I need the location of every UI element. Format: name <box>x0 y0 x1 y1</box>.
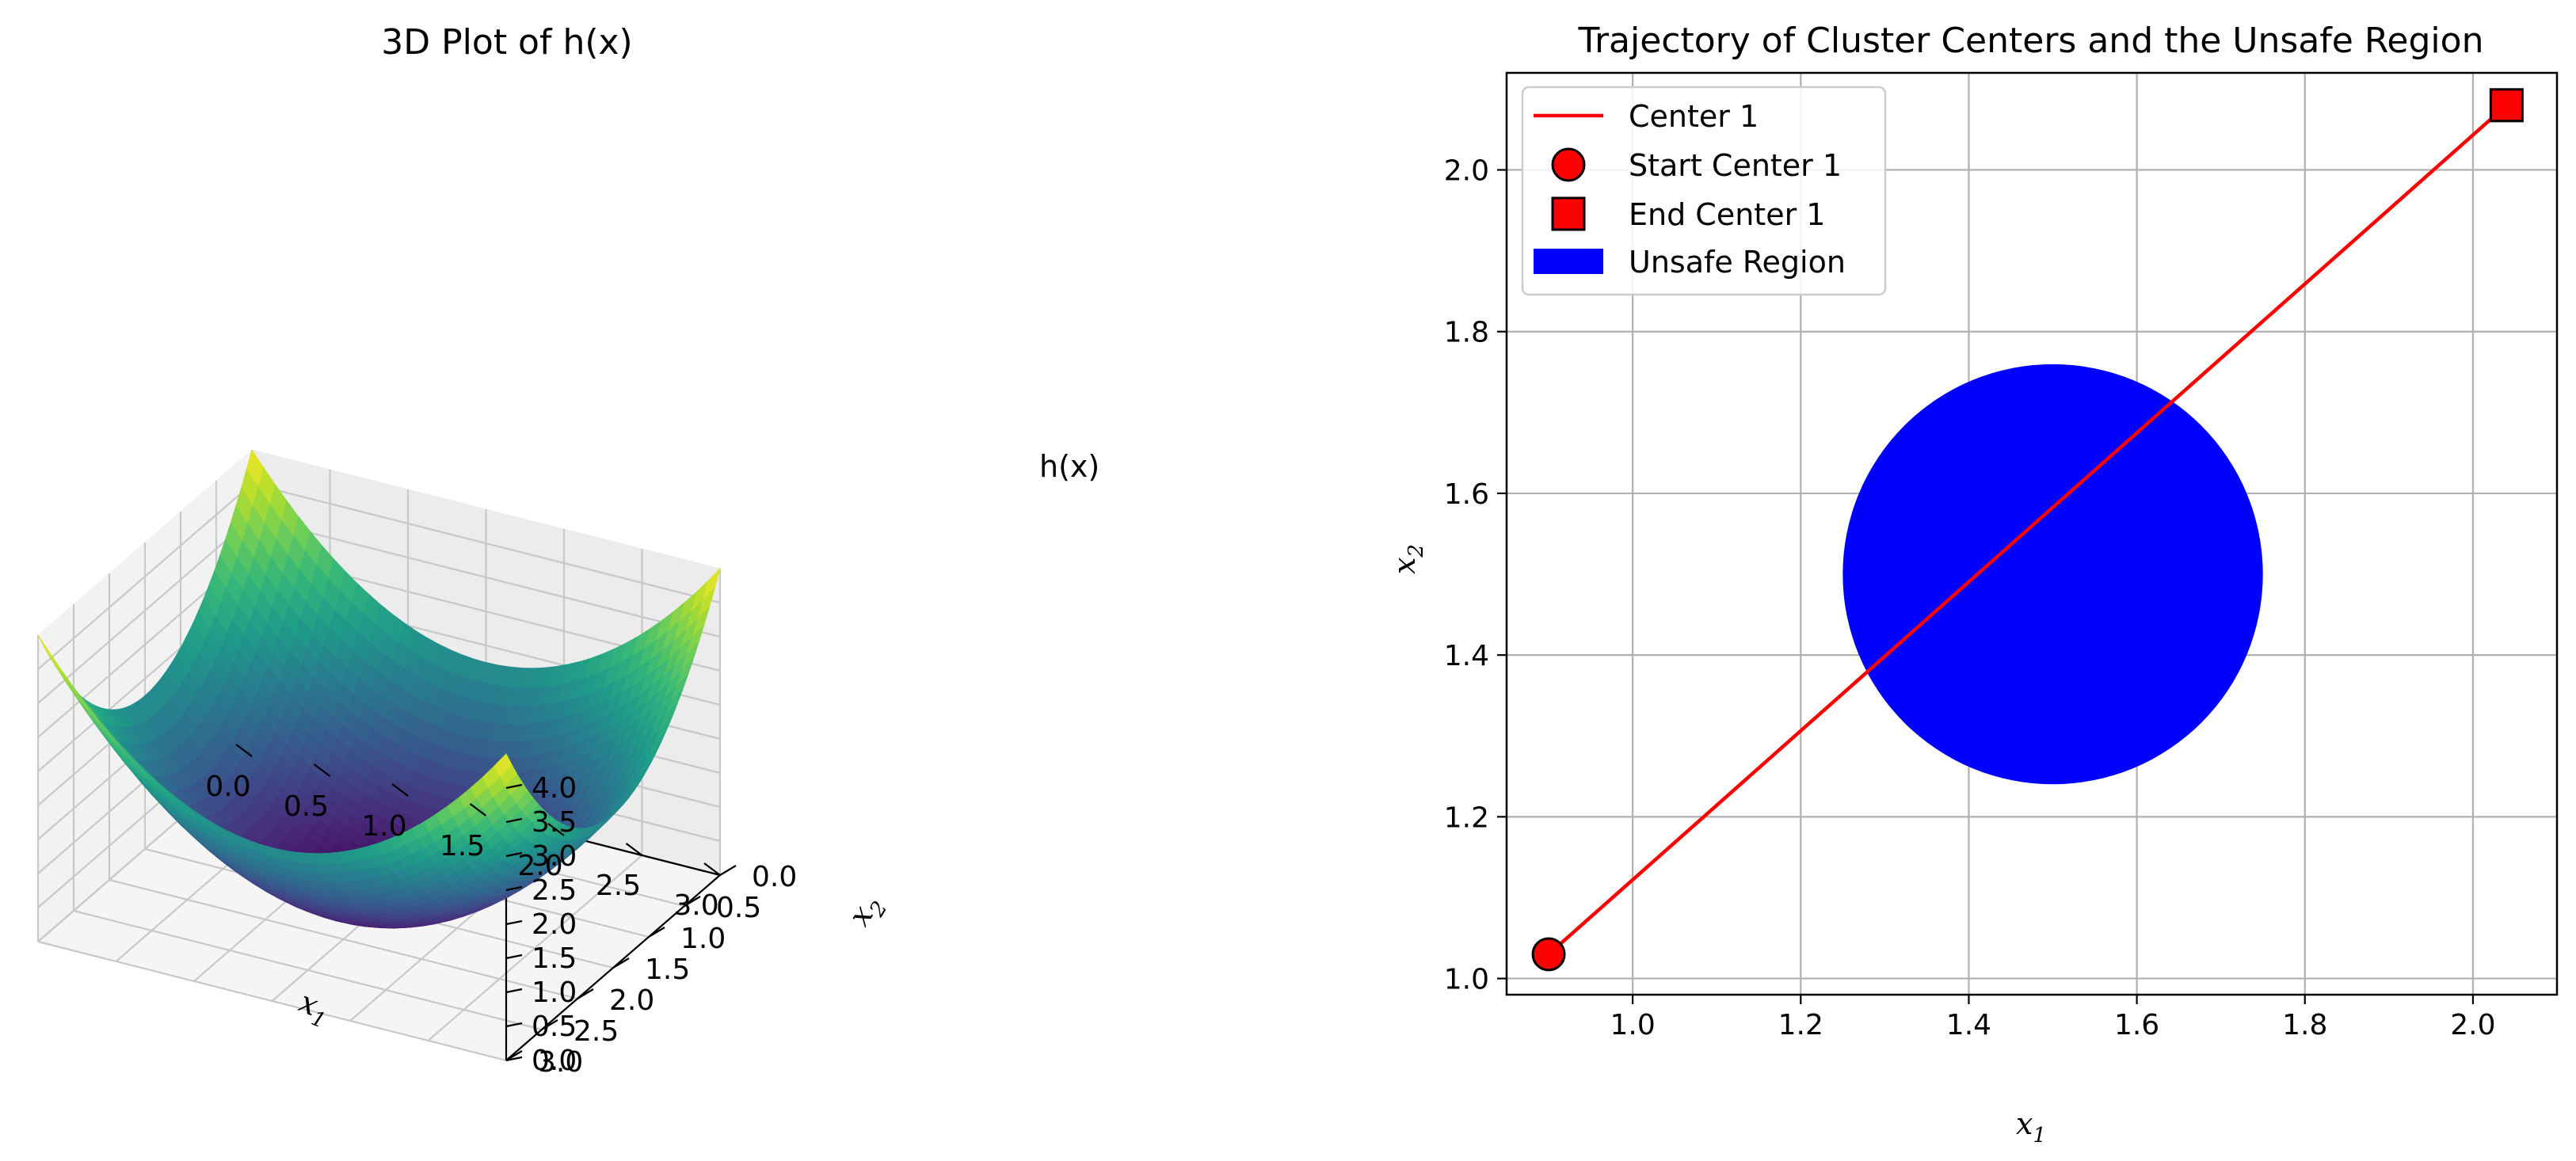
x2-tick-mark <box>648 927 665 938</box>
grid-floor-y <box>73 909 543 1031</box>
x2-tick-label: 2.5 <box>574 1015 619 1048</box>
x2-tick-label: 1.4 <box>1444 640 1489 672</box>
x1-tick-mark <box>625 843 643 856</box>
plot-frame <box>1505 71 2559 996</box>
grid-floor-y <box>109 878 578 1000</box>
legend-circle-swatch <box>1551 147 1586 182</box>
legend-box <box>1521 86 1887 296</box>
x2-tick-label: 0.0 <box>752 861 797 893</box>
surface-facet <box>493 753 513 777</box>
grid-wall-z2 <box>37 517 253 704</box>
x2-tick-mark <box>719 865 737 876</box>
x1-tick-mark <box>469 803 487 817</box>
z-tick-mark <box>505 783 523 790</box>
legend-entry-center-1: Center 1 <box>1629 99 1759 134</box>
x2-tick-label: 1.0 <box>680 923 726 955</box>
x2-tick-label: 1.8 <box>1444 317 1489 349</box>
x2-tick-label: 2.0 <box>1444 155 1489 188</box>
x2-tick-label: 1.6 <box>1444 478 1489 511</box>
legend-entry-end-center-1: End Center 1 <box>1629 197 1825 232</box>
x2-tick-label: 1.2 <box>1444 801 1489 834</box>
x2-tick-mark <box>505 1050 523 1061</box>
end-center-1-marker <box>2489 88 2524 123</box>
x1-tick-label: 1.2 <box>1778 1009 1823 1041</box>
z-tick-mark <box>505 954 523 960</box>
x1-tick-mark <box>547 823 565 836</box>
x1-tick-label: 2.5 <box>596 870 641 902</box>
grid-floor-y <box>37 940 507 1062</box>
x1-tick-label: 0.5 <box>284 790 329 823</box>
x1-tick-label: 1.6 <box>2114 1009 2159 1041</box>
z-tick-label: 1.5 <box>532 942 577 975</box>
legend-entry-unsafe-region: Unsafe Region <box>1629 245 1846 280</box>
x2-tick-label: 1.5 <box>645 954 690 986</box>
tick-labels-2d: 1.0 1.2 1.4 1.6 1.8 2.0 1.0 1.2 1.4 1.6 1.8 2.0 <box>1444 155 2496 1041</box>
unsafe-region-circle <box>1842 364 2263 785</box>
legend: Center 1 Start Center 1 End Center 1 Uns… <box>1521 86 1887 296</box>
z-tick-mark <box>505 885 523 892</box>
z-tick-mark <box>505 988 523 994</box>
x1-tick-label: 1.5 <box>440 830 485 862</box>
x1-tick-mark <box>313 763 331 777</box>
x1-tick-mark <box>703 862 721 876</box>
x2-tick-label: 2.0 <box>609 984 654 1017</box>
x2-tick-label: 1.0 <box>1444 964 1489 996</box>
x2-tick-mark <box>577 988 594 999</box>
x2-tick-mark <box>684 896 701 907</box>
x2-tick-mark <box>612 957 630 969</box>
x2-axis-label-3d: x2 <box>841 888 892 935</box>
z-tick-label: 0.5 <box>532 1011 577 1043</box>
z-tick-label: 4.0 <box>532 772 577 805</box>
surface-plot-title: 3D Plot of h(x) <box>381 22 632 63</box>
trajectory-plot-title: Trajectory of Cluster Centers and the Un… <box>1578 21 2484 61</box>
z-axis-label-3d: h(x) <box>1039 449 1099 484</box>
x1-axis-label-2d: x1 <box>2016 1106 2046 1148</box>
x1-tick-label: 0.0 <box>205 771 250 803</box>
x2-tick-label: 3.0 <box>538 1046 583 1079</box>
grid-wall-z <box>251 516 721 638</box>
z-tick-label: 2.0 <box>532 908 577 941</box>
x1-tick-label: 1.4 <box>1946 1009 1991 1041</box>
z-tick-mark <box>505 919 523 926</box>
z-tick-mark <box>505 851 523 858</box>
z-tick-label: 3.5 <box>532 806 577 839</box>
x1-tick-mark <box>391 783 409 797</box>
x1-tick-label: 1.8 <box>2282 1009 2327 1041</box>
legend-square-swatch <box>1551 196 1586 231</box>
z-tick-label: 1.0 <box>532 976 577 1009</box>
z-tick-mark <box>505 1022 523 1028</box>
legend-patch-swatch <box>1534 249 1603 274</box>
legend-entry-start-center-1: Start Center 1 <box>1629 148 1842 183</box>
x2-tick-label: 0.5 <box>716 892 761 924</box>
grid-wall-z <box>251 482 721 604</box>
x2-tick-mark <box>541 1019 558 1030</box>
z-tick-mark <box>505 1056 523 1062</box>
x1-tick-label: 1.0 <box>1610 1009 1655 1041</box>
x1-tick-label: 1.0 <box>361 810 406 843</box>
tick-labels-3d: 0.00.51.01.52.02.53.00.00.51.01.52.02.53… <box>205 744 797 1079</box>
z-tick-label: 3.0 <box>532 840 577 873</box>
x1-tick-label: 2.0 <box>517 850 562 882</box>
z-tick-mark <box>505 817 523 824</box>
x1-tick-label: 3.0 <box>673 889 718 922</box>
surface-mesh <box>37 448 721 929</box>
z-tick-label: 2.5 <box>532 874 577 907</box>
x2-axis-label-2d: x2 <box>1387 544 1428 574</box>
z-tick-label: 0.0 <box>532 1045 577 1077</box>
x1-tick-mark <box>235 744 253 757</box>
start-center-1-marker <box>1531 937 1566 972</box>
x1-tick-label: 2.0 <box>2450 1009 2495 1041</box>
grid-wall-z2 <box>37 483 253 670</box>
trajectory-plot: Trajectory of Cluster Centers and the Un… <box>1387 21 2559 1148</box>
center-1-trajectory-line <box>1547 104 2508 956</box>
surface-plot-3d: 3D Plot of h(x) 0.00.51.01.52.02.53.00.0… <box>36 22 1099 1079</box>
